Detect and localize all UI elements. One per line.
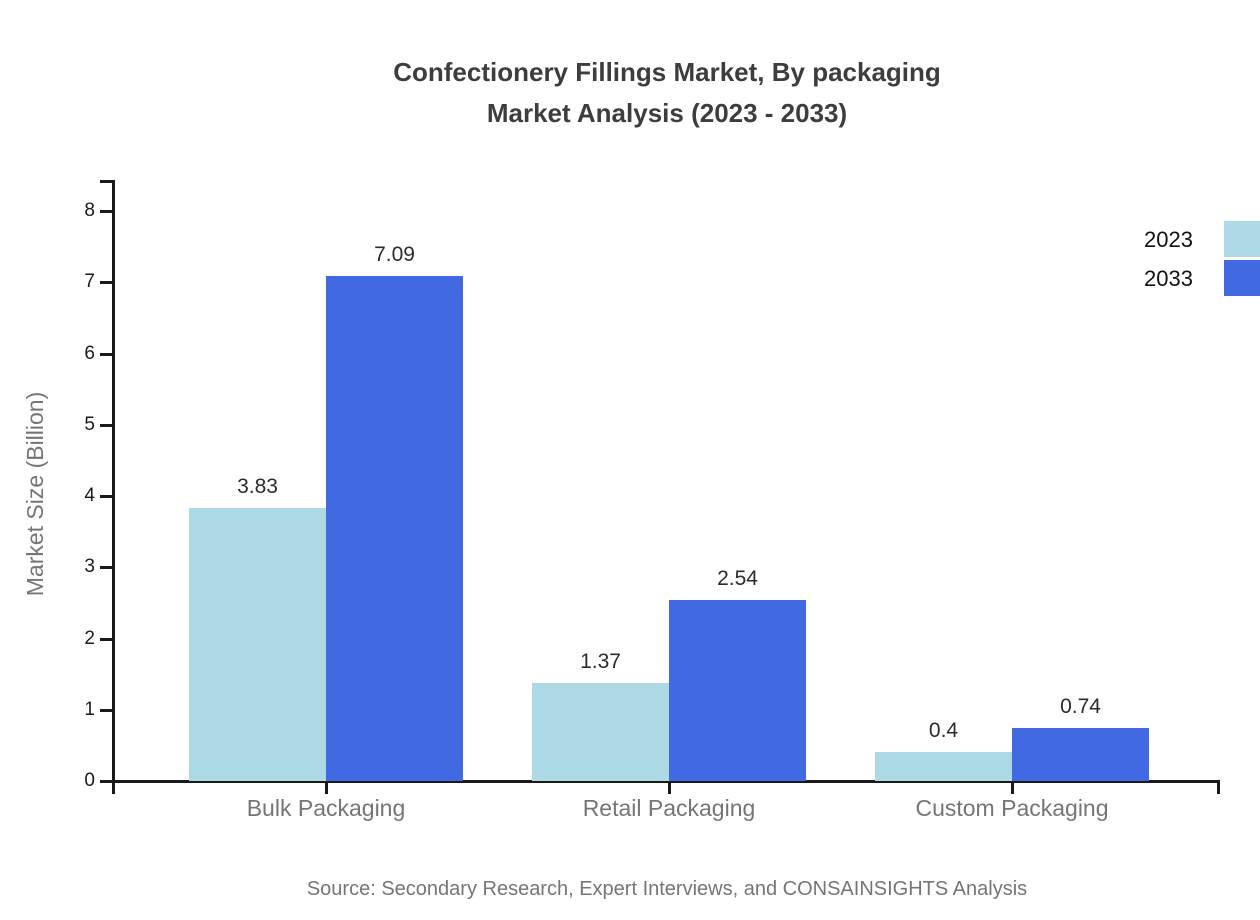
y-tick	[100, 495, 115, 498]
bar-2023-retail-packaging	[532, 683, 669, 781]
y-tick	[100, 708, 115, 712]
y-tick-label: 5	[84, 413, 95, 435]
value-label-2033-bulk-packaging: 7.09	[374, 243, 415, 266]
x-axis-line	[112, 780, 1220, 783]
chart-title-line-1: Confectionery Fillings Market, By packag…	[393, 57, 941, 87]
y-tick-label: 8	[84, 200, 95, 221]
value-label-2023-retail-packaging: 1.37	[580, 650, 621, 673]
value-label-2023-bulk-packaging: 3.83	[237, 475, 278, 498]
value-label-2033-retail-packaging: 2.54	[717, 567, 758, 590]
y-tick	[100, 780, 115, 783]
value-label-2033-custom-packaging: 0.74	[1060, 695, 1101, 718]
bar-2033-retail-packaging	[669, 600, 806, 781]
y-tick-label: 7	[84, 271, 95, 293]
y-tick-label: 6	[84, 342, 95, 364]
y-tick	[100, 566, 115, 570]
y-tick-label: 0	[84, 770, 95, 791]
x-tick-retail-packaging	[668, 783, 671, 794]
x-tick-bulk-packaging	[325, 783, 328, 794]
y-tick-label: 3	[84, 556, 95, 578]
y-tick-label: 1	[84, 698, 95, 720]
y-tick-label: 4	[84, 485, 95, 506]
y-axis-line	[112, 181, 115, 794]
value-label-2023-custom-packaging: 0.4	[928, 719, 959, 742]
x-tick-custom-packaging	[1011, 783, 1014, 794]
bar-2023-bulk-packaging	[189, 508, 326, 781]
x-category-label-custom-packaging: Custom Packaging	[915, 795, 1109, 821]
y-tick	[100, 281, 115, 285]
source-note: Source: Secondary Research, Expert Inter…	[306, 878, 1028, 900]
legend-swatch-2023	[1224, 221, 1260, 257]
y-tick	[100, 423, 115, 427]
bar-2033-custom-packaging	[1012, 728, 1149, 781]
legend-swatch-2033	[1224, 260, 1260, 296]
y-tick	[100, 210, 115, 213]
chart-title: Confectionery Fillings Market, By packag…	[74, 52, 1260, 134]
y-tick	[100, 352, 115, 356]
y-tick-label: 2	[84, 627, 95, 649]
legend-label-2033: 2033	[1144, 266, 1193, 291]
bar-2023-custom-packaging	[875, 752, 1012, 781]
bar-2033-bulk-packaging	[326, 276, 463, 781]
legend-label-2023: 2023	[1144, 227, 1193, 252]
x-category-label-retail-packaging: Retail Packaging	[582, 795, 756, 821]
x-axis-end-tick	[1217, 780, 1220, 794]
chart-title-line-2: Market Analysis (2023 - 2033)	[486, 98, 848, 128]
x-category-label-bulk-packaging: Bulk Packaging	[246, 795, 406, 821]
y-axis-top-cap	[100, 180, 115, 183]
y-tick	[100, 637, 115, 641]
